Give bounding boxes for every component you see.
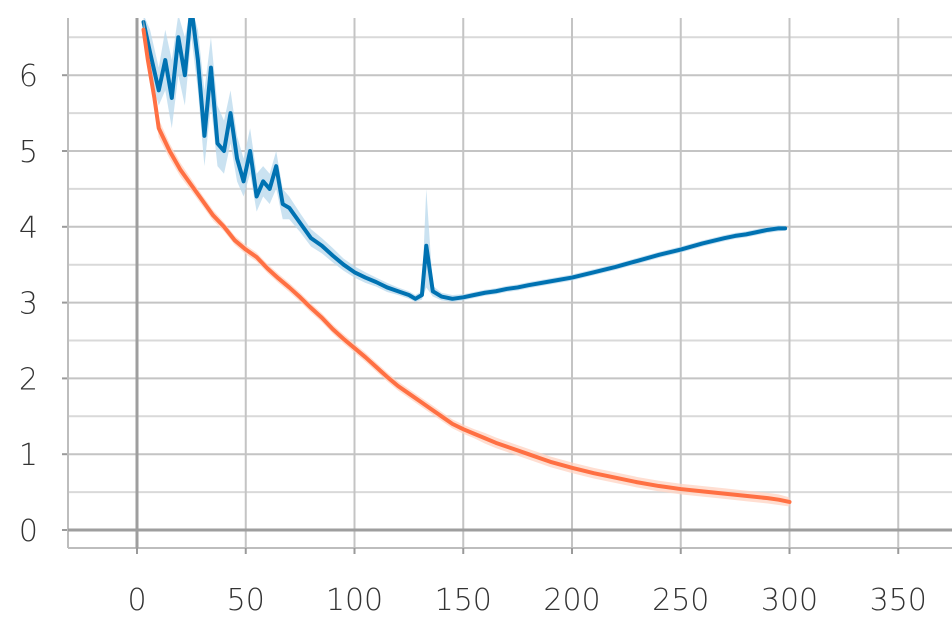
y-tick-label: 3: [19, 287, 38, 322]
series-0-line: [141, 18, 788, 301]
x-tick-label: 350: [870, 583, 927, 618]
y-tick-label: 1: [19, 438, 38, 473]
series-1-line: [141, 27, 792, 504]
series-layer: [141, 18, 792, 507]
x-tick-label: 150: [435, 583, 492, 618]
axes: [62, 18, 952, 554]
x-tick-label: 250: [652, 583, 709, 618]
x-tick-label: 0: [127, 583, 146, 618]
y-tick-label: 2: [19, 362, 38, 397]
y-tick-label: 4: [19, 211, 38, 246]
tick-labels: 0 50 100 150 200 250 300 350 0 1 2 3 4 5 6: [19, 59, 927, 618]
x-tick-label: 300: [761, 583, 818, 618]
y-tick-label: 5: [19, 135, 38, 170]
y-tick-label: 0: [19, 514, 38, 549]
series-1-band: [143, 18, 790, 507]
x-tick-label: 50: [227, 583, 265, 618]
y-tick-label: 6: [19, 59, 38, 94]
x-tick-label: 200: [543, 583, 600, 618]
series-0-band: [143, 18, 786, 302]
x-tick-label: 100: [326, 583, 383, 618]
